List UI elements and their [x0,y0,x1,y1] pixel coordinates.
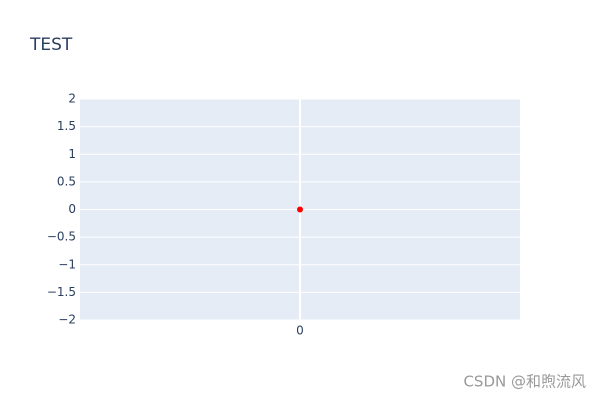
y-tick-label: 1 [68,147,76,161]
y-tick-label: 0 [68,202,76,216]
y-tick-label: 2 [68,92,76,106]
y-tick-label: 1.5 [57,119,76,133]
y-tick-label: −1.5 [47,285,76,299]
point [297,206,303,213]
x-tick-label: 0 [296,324,304,338]
y-tick-label: 0.5 [57,174,76,188]
y-tick-label: −1 [58,257,76,271]
watermark: CSDN @和煦流风 [463,373,586,391]
y-tick-label: −0.5 [47,230,76,244]
chart-title: TEST [29,35,73,55]
y-tick-label: −2 [58,313,76,327]
